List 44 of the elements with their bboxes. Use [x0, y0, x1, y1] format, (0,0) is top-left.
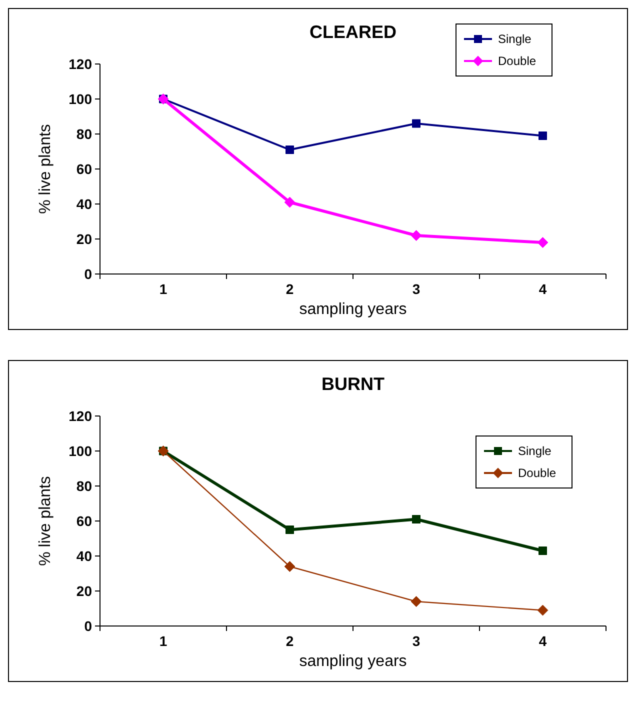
- point: [537, 604, 548, 616]
- y-tick-label: 120: [68, 56, 92, 72]
- y-tick-label: 40: [76, 196, 92, 212]
- point: [410, 596, 422, 607]
- y-tick-label: 20: [76, 230, 92, 247]
- point: [412, 515, 420, 524]
- x-tick-label: 4: [538, 281, 547, 297]
- x-tick-label: 2: [286, 281, 294, 297]
- y-tick-label: 20: [76, 582, 92, 599]
- legend-label: Double: [498, 54, 536, 68]
- point: [284, 196, 296, 208]
- y-tick-label: 80: [76, 478, 92, 494]
- y-axis-title: % live plants: [37, 124, 54, 214]
- y-tick-label: 60: [76, 512, 92, 529]
- y-tick-label: 0: [84, 266, 92, 282]
- x-axis-title: sampling years: [299, 301, 407, 318]
- legend-label: Single: [498, 32, 532, 46]
- x-tick-label: 3: [412, 281, 420, 297]
- point: [537, 237, 548, 248]
- point: [538, 546, 547, 555]
- chart-title: CLEARED: [309, 22, 397, 42]
- x-tick-label: 2: [286, 633, 294, 649]
- y-tick-label: 0: [84, 618, 92, 634]
- x-axis-title: sampling years: [299, 653, 407, 670]
- x-tick-label: 1: [159, 281, 168, 297]
- x-tick-label: 1: [159, 633, 168, 649]
- point: [284, 561, 296, 572]
- point: [286, 526, 294, 534]
- y-tick-label: 40: [76, 548, 92, 564]
- chart-title: BURNT: [322, 374, 384, 394]
- y-axis-title: % live plants: [37, 476, 54, 566]
- y-tick-label: 120: [68, 408, 92, 424]
- point: [538, 132, 547, 140]
- point: [286, 146, 294, 154]
- y-tick-label: 100: [68, 90, 92, 107]
- y-tick-label: 60: [76, 160, 92, 177]
- y-tick-label: 80: [76, 126, 92, 142]
- legend-label: Double: [518, 466, 556, 480]
- x-tick-label: 4: [538, 633, 547, 649]
- x-tick-label: 3: [412, 633, 420, 649]
- legend-label: Single: [518, 444, 552, 458]
- point: [410, 230, 422, 241]
- y-tick-label: 100: [68, 442, 92, 459]
- point: [412, 119, 420, 128]
